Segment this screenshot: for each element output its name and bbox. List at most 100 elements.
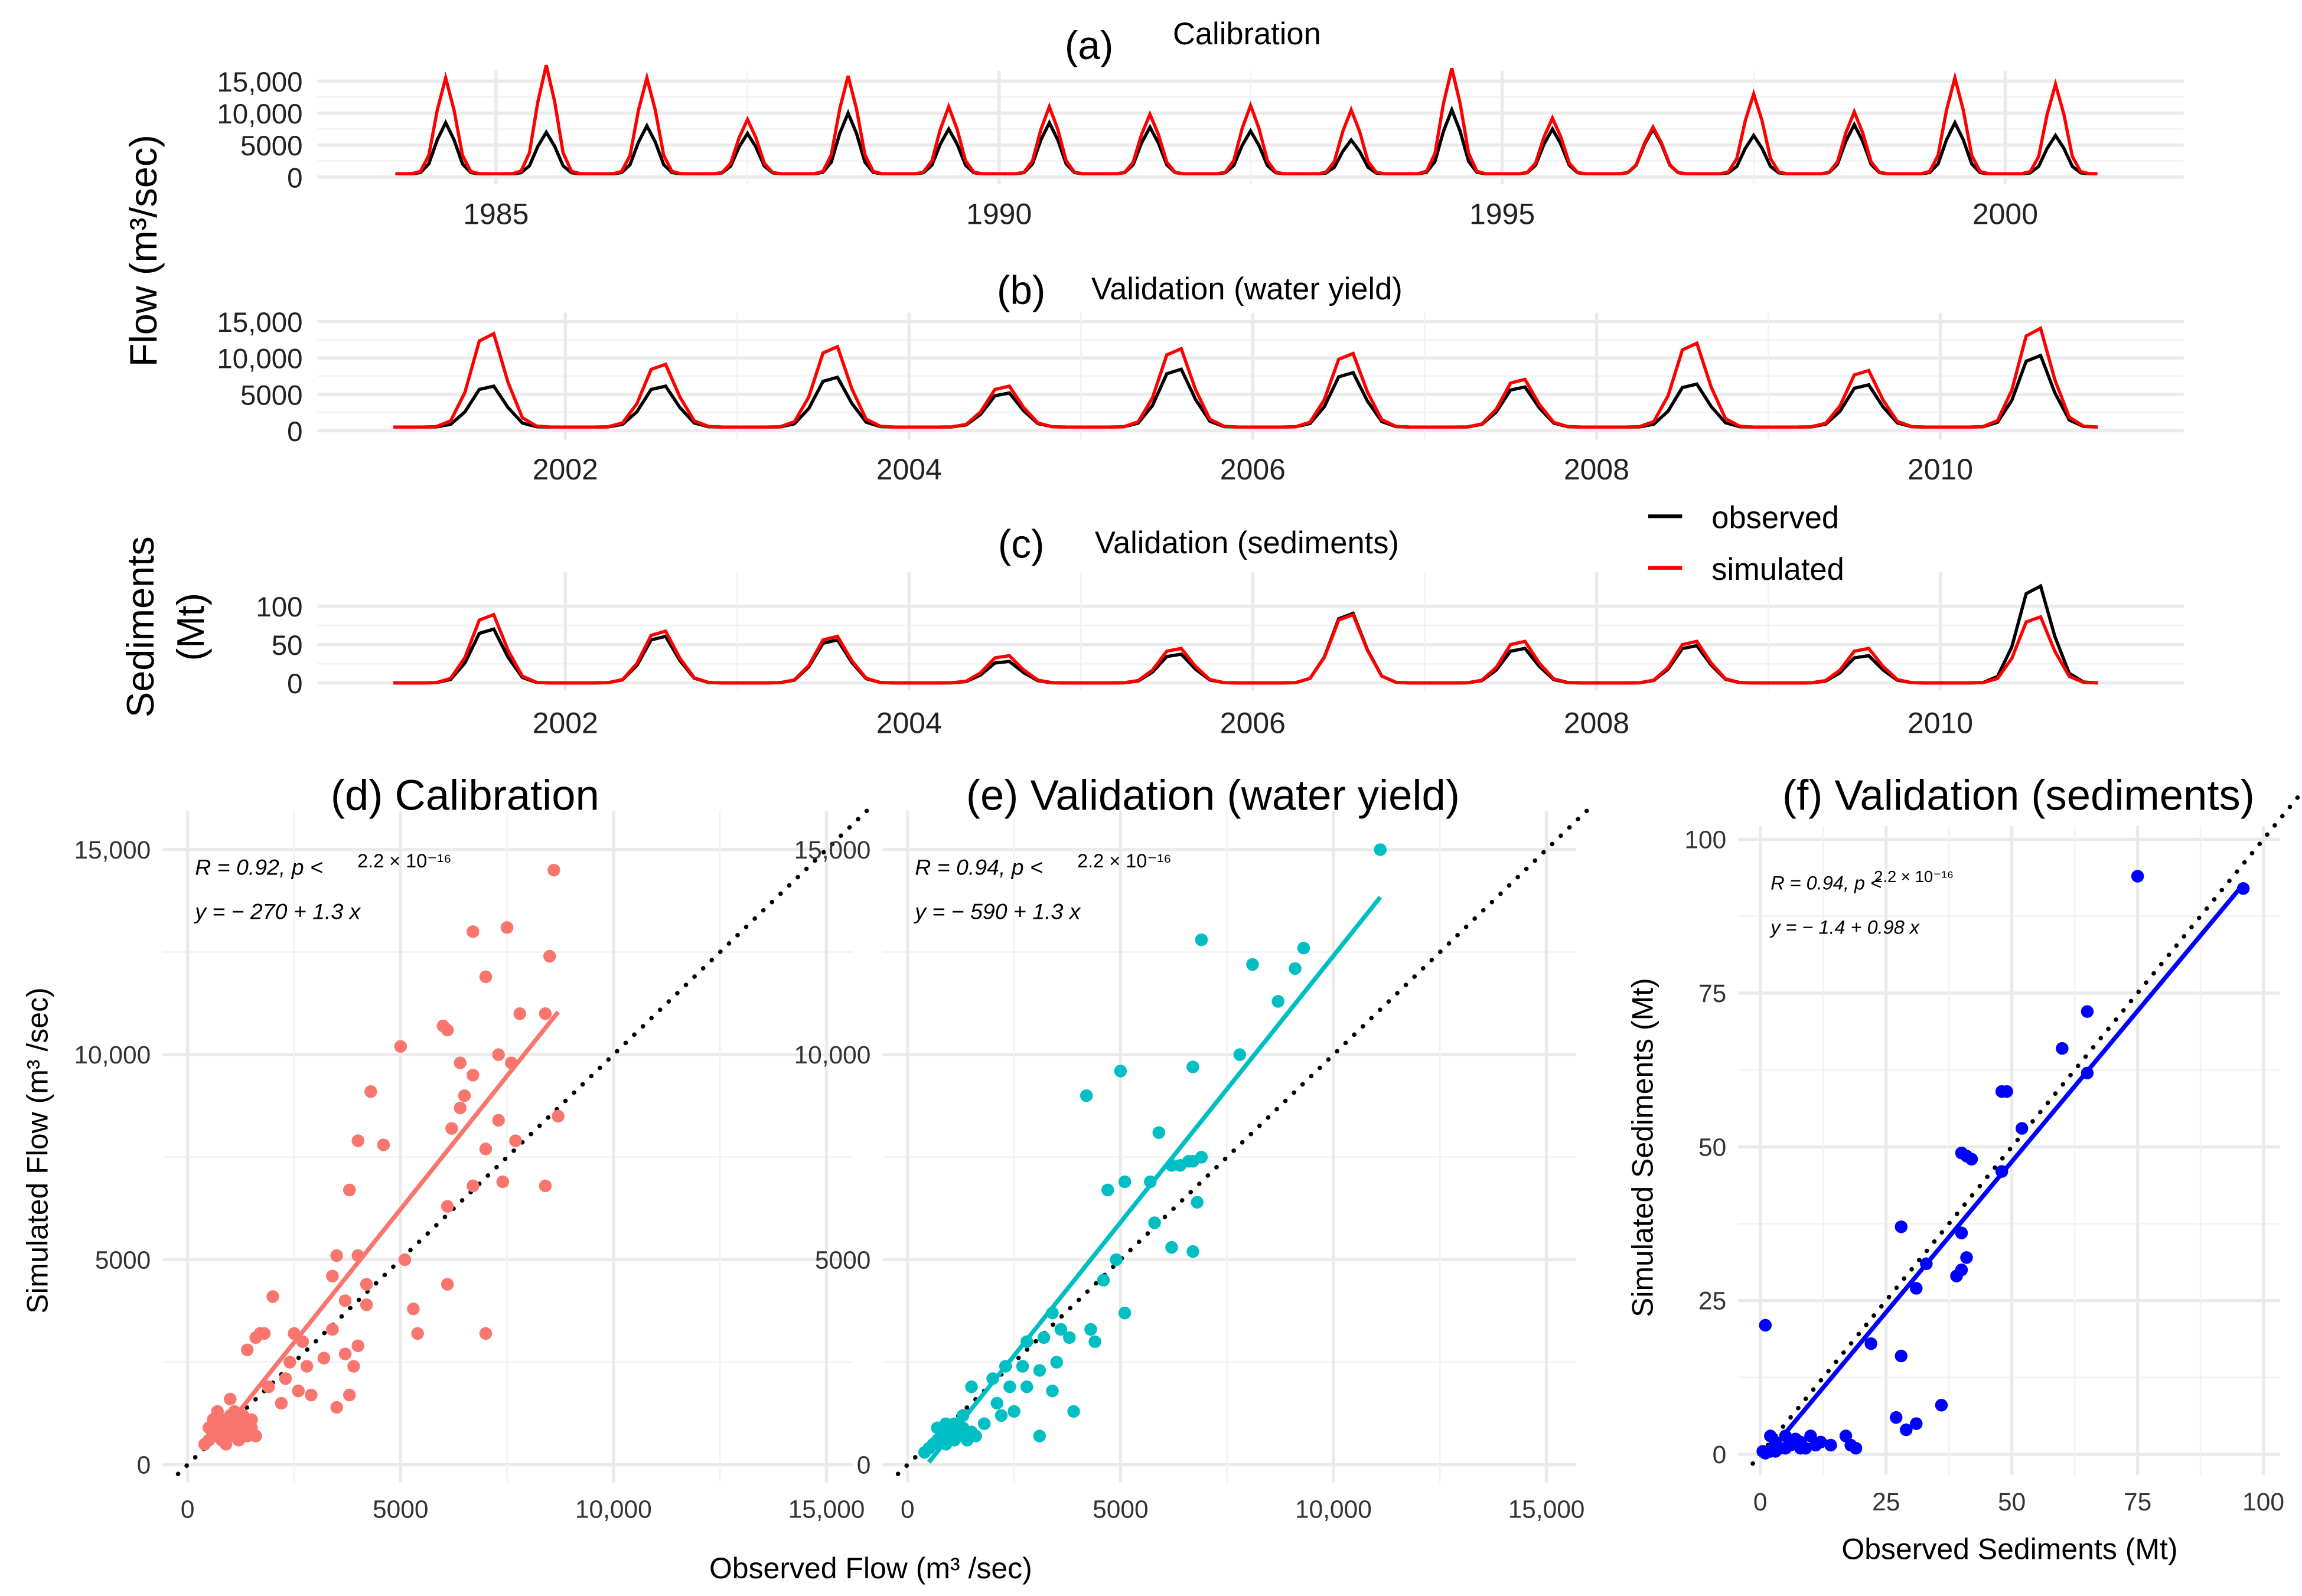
data-point — [467, 925, 480, 938]
data-point — [398, 1253, 412, 1267]
stat-p-label: 2.2 × 10⁻¹⁶ — [357, 850, 452, 872]
x-tick-label: 1985 — [463, 198, 529, 231]
panel-title: Calibration — [1173, 17, 1321, 51]
data-point — [377, 1138, 390, 1151]
x-tick-label: 5000 — [373, 1496, 428, 1523]
x-tick-label: 0 — [1753, 1488, 1768, 1516]
data-point — [305, 1388, 318, 1402]
y-tick-label: 5000 — [240, 380, 303, 411]
data-point — [351, 1134, 364, 1147]
data-point — [492, 1114, 505, 1127]
regression-line — [1773, 883, 2245, 1447]
data-point — [1935, 1399, 1948, 1412]
panel-b: (b) Validation (water yield) 0 5000 10,000 15… — [217, 269, 2184, 486]
data-point — [441, 1200, 454, 1213]
data-point — [1289, 962, 1302, 975]
data-point — [351, 1339, 364, 1353]
x-tick-label: 2004 — [876, 453, 942, 486]
panel-title: (f) Validation (sediments) — [1782, 771, 2255, 819]
data-point — [1020, 1380, 1033, 1393]
data-point — [1910, 1282, 1923, 1295]
data-point — [2056, 1042, 2069, 1055]
data-point — [479, 1327, 493, 1340]
data-point — [1271, 995, 1284, 1008]
data-point — [1118, 1175, 1132, 1189]
data-point — [232, 1434, 245, 1447]
data-point — [1756, 1445, 1769, 1458]
y-tick-label: 15,000 — [217, 67, 302, 98]
scatter-flow-y-axis-label: Simulated Flow (m³ /sec) — [21, 987, 54, 1313]
x-tick-label: 10,000 — [1295, 1496, 1372, 1523]
data-point — [441, 1023, 454, 1037]
data-point — [1165, 1241, 1178, 1254]
data-point — [326, 1269, 339, 1282]
data-point — [338, 1347, 352, 1360]
data-point — [292, 1384, 305, 1398]
data-point — [1895, 1220, 1908, 1233]
series-line-observed — [393, 353, 2098, 429]
data-point — [1960, 1251, 1973, 1264]
data-point — [215, 1413, 229, 1427]
data-point — [500, 921, 514, 934]
data-point — [360, 1298, 373, 1311]
data-point — [338, 1294, 352, 1307]
x-tick-label: 2006 — [1220, 707, 1286, 740]
data-point — [547, 863, 560, 877]
gridlines — [317, 572, 2184, 691]
y-tick-label: 50 — [1698, 1133, 1726, 1161]
flow-y-axis-label: Flow (m³/sec) — [122, 135, 165, 367]
panel-e: (e) Validation (water yield) 0 5000 10,000 1… — [794, 771, 1593, 1523]
data-point — [1764, 1429, 1777, 1442]
scatter-sed-x-axis-label: Observed Sediments (Mt) — [1841, 1533, 2177, 1566]
data-point — [360, 1278, 373, 1291]
data-point — [1195, 1151, 1208, 1164]
data-point — [918, 1446, 931, 1459]
stat-r-label: R = 0.94, p < — [1770, 872, 1882, 893]
data-point — [326, 1323, 339, 1336]
data-point — [543, 949, 556, 963]
y-tick-label: 5000 — [815, 1246, 870, 1274]
identity-line — [895, 804, 1593, 1477]
data-point — [1084, 1323, 1097, 1336]
data-point — [467, 1069, 480, 1082]
data-point — [1101, 1183, 1114, 1197]
data-point — [1114, 1065, 1127, 1078]
x-tick-label: 25 — [1872, 1488, 1900, 1516]
regression-equation: y = − 1.4 + 0.98 x — [1769, 916, 1920, 938]
data-point — [1118, 1306, 1132, 1320]
data-point — [1046, 1384, 1059, 1398]
gridlines — [162, 811, 853, 1483]
y-tick-label: 15,000 — [217, 307, 302, 338]
data-point — [1186, 1245, 1199, 1258]
regression-line — [216, 1010, 560, 1440]
y-tick-label: 50 — [272, 630, 303, 661]
data-point — [347, 1360, 360, 1373]
data-point — [454, 1056, 467, 1069]
series-line-simulated — [393, 612, 2098, 685]
data-point — [240, 1343, 254, 1356]
stat-p-label: 2.2 × 10⁻¹⁶ — [1874, 867, 1954, 886]
legend-simulated-label: simulated — [1711, 553, 1844, 587]
data-point — [2081, 1005, 2094, 1018]
regression-line — [927, 896, 1382, 1464]
data-point — [2015, 1122, 2029, 1135]
data-point — [1950, 1269, 1963, 1282]
data-point — [1007, 1405, 1020, 1418]
data-point — [467, 1179, 480, 1193]
legend: observed simulated — [1648, 501, 1844, 587]
data-point — [317, 1352, 331, 1365]
data-point — [266, 1290, 279, 1303]
data-point — [1889, 1411, 1903, 1424]
y-tick-label: 75 — [1698, 980, 1726, 1007]
x-tick-label: 15,000 — [788, 1496, 865, 1523]
data-point — [1182, 1155, 1195, 1168]
data-point — [1784, 1435, 1797, 1449]
sediments-y-axis-label-line2: (Mt) — [169, 593, 212, 661]
y-tick-label: 100 — [1684, 825, 1726, 853]
x-tick-label: 75 — [2124, 1488, 2151, 1516]
data-point — [2000, 1085, 2013, 1098]
data-point — [1824, 1438, 1837, 1452]
scatter-flow-x-axis-label: Observed Flow (m³ /sec) — [709, 1552, 1032, 1585]
data-point — [445, 1122, 458, 1135]
